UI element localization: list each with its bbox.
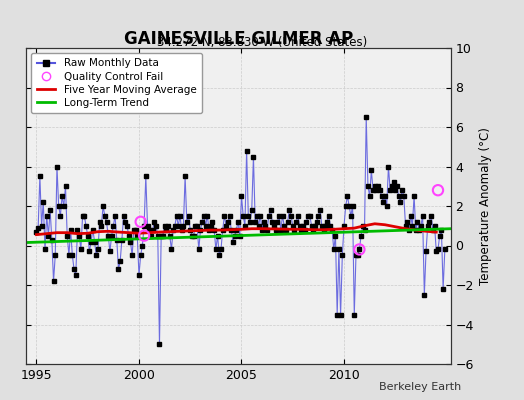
Legend: Raw Monthly Data, Quality Control Fail, Five Year Moving Average, Long-Term Tren: Raw Monthly Data, Quality Control Fail, … bbox=[31, 53, 202, 113]
Point bbox=[434, 187, 442, 193]
Point bbox=[136, 218, 145, 225]
Title: GAINESVILLE GILMER AP: GAINESVILLE GILMER AP bbox=[124, 30, 353, 48]
Text: 34.272 N, 83.830 W (United States): 34.272 N, 83.830 W (United States) bbox=[157, 36, 367, 49]
Point bbox=[355, 246, 364, 253]
Y-axis label: Temperature Anomaly (°C): Temperature Anomaly (°C) bbox=[479, 127, 493, 285]
Text: Berkeley Earth: Berkeley Earth bbox=[379, 382, 461, 392]
Point bbox=[140, 232, 148, 239]
